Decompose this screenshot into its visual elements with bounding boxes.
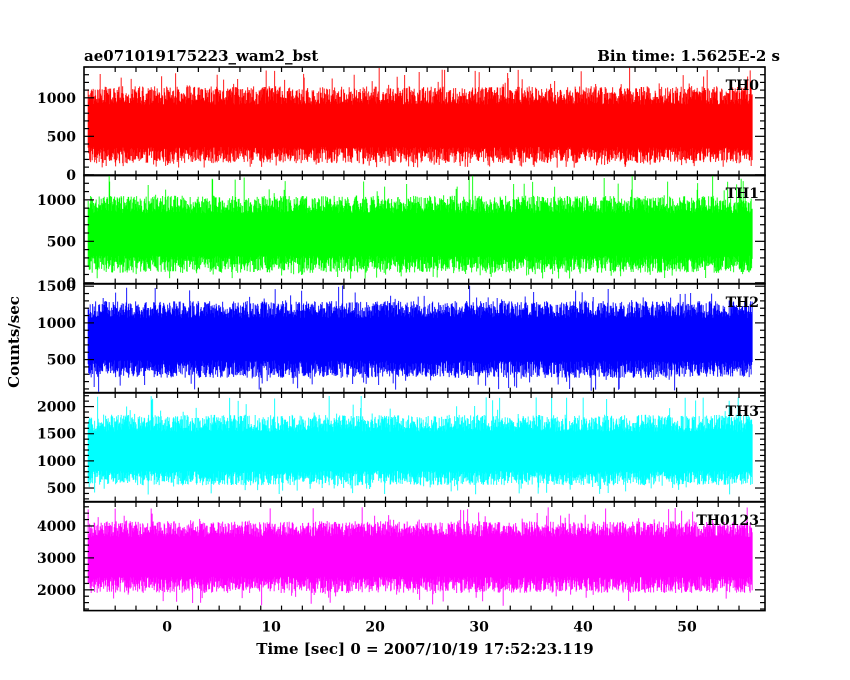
x-tick-label: 0 [162,620,172,636]
panel-th0123: 2000 3000 4000 TH0123 [37,501,766,612]
y-tick-label: 1000 [37,91,76,107]
x-axis-label: Time [sec] 0 = 2007/10/19 17:52:23.119 [256,640,593,658]
y-tick-label: 1500 [37,279,76,295]
series-th1 [87,175,753,279]
y-tick-label: 500 [47,481,76,497]
x-tick-label: 30 [469,620,489,636]
y-tick-label: 500 [47,353,76,369]
x-tick-label: 40 [573,620,593,636]
panel-label: TH0123 [696,513,759,529]
panel-label: TH1 [726,186,759,202]
panel-label: TH2 [726,295,759,311]
y-axis-label: Counts/sec [5,296,23,388]
y-tick-label: 1000 [37,454,76,470]
panel-label: TH3 [726,404,759,420]
y-tick-label: 500 [47,129,76,145]
y-tick-label: 3000 [37,551,76,567]
x-tick-label: 20 [365,620,385,636]
chart-title-right: Bin time: 1.5625E-2 s [597,47,780,65]
panel-th2: 500 1000 1500 TH2 [37,279,766,394]
series-th2 [87,285,753,392]
x-tick-label: 50 [677,620,697,636]
panel-label: TH0 [726,78,760,94]
y-tick-label: 2000 [37,400,76,416]
y-tick-label: 1500 [37,427,76,443]
panel-th3: 500 1000 1500 2000 TH3 [37,392,766,503]
panel-th1: 0 500 1000 TH1 [37,174,766,292]
y-tick-label: 2000 [37,583,76,599]
y-tick-label: 0 [66,168,76,184]
series-th3 [87,396,753,495]
series-th0 [87,67,753,168]
series-th0123 [87,507,753,606]
y-tick-label: 1000 [37,193,76,209]
y-tick-label: 1000 [37,316,76,332]
y-tick-label: 500 [47,234,76,250]
panel-frame [83,501,766,612]
panel-th0: 0 500 1000 TH0 [37,66,766,184]
x-tick-label: 10 [261,620,281,636]
chart-title-left: ae071019175223_wam2_bst [84,47,318,65]
y-tick-label: 4000 [37,519,76,535]
y-tick-label: 0 [66,276,76,292]
